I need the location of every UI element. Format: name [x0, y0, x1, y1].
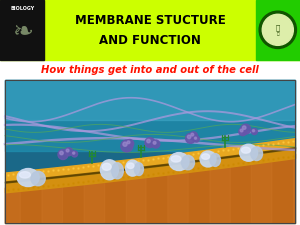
Text: BIOLOGY: BIOLOGY [10, 6, 34, 11]
Ellipse shape [20, 172, 30, 178]
Ellipse shape [126, 160, 140, 176]
Circle shape [73, 152, 75, 154]
Circle shape [187, 135, 191, 139]
Ellipse shape [17, 169, 39, 187]
Bar [5, 80, 295, 223]
Circle shape [194, 136, 200, 142]
Circle shape [145, 137, 155, 148]
Circle shape [251, 128, 257, 135]
Circle shape [147, 139, 150, 143]
Circle shape [239, 128, 247, 136]
Bar [5, 80, 295, 223]
Ellipse shape [134, 163, 143, 176]
Bar [256, 0, 300, 60]
Circle shape [60, 151, 63, 155]
Circle shape [153, 142, 156, 144]
Ellipse shape [112, 163, 123, 179]
Circle shape [242, 126, 246, 129]
Circle shape [121, 140, 133, 152]
Text: MEMBRANE STUCTURE: MEMBRANE STUCTURE [75, 14, 225, 27]
Circle shape [194, 137, 196, 139]
Ellipse shape [100, 160, 118, 180]
Ellipse shape [102, 163, 111, 170]
Ellipse shape [242, 147, 250, 153]
Bar [0, 0, 44, 60]
Ellipse shape [251, 147, 262, 160]
Text: ⬛: ⬛ [277, 32, 279, 36]
Ellipse shape [169, 153, 189, 171]
Ellipse shape [182, 155, 194, 170]
Circle shape [65, 148, 73, 156]
Circle shape [190, 132, 197, 140]
Ellipse shape [240, 144, 258, 161]
Text: 🔱: 🔱 [276, 25, 280, 31]
Circle shape [191, 133, 194, 136]
Bar [5, 80, 295, 151]
Circle shape [126, 140, 134, 148]
Bar [5, 80, 295, 120]
Circle shape [253, 130, 255, 132]
Ellipse shape [31, 171, 45, 186]
Circle shape [72, 151, 78, 157]
Circle shape [152, 140, 160, 148]
Ellipse shape [210, 154, 220, 166]
Circle shape [127, 141, 130, 144]
Text: How things get into and out of the cell: How things get into and out of the cell [41, 65, 259, 75]
Text: AND FUNCTION: AND FUNCTION [99, 34, 201, 47]
Circle shape [123, 142, 127, 146]
Circle shape [241, 124, 251, 134]
Ellipse shape [127, 163, 134, 169]
Circle shape [262, 14, 293, 45]
Circle shape [186, 133, 196, 143]
Circle shape [66, 149, 69, 152]
Circle shape [259, 11, 296, 48]
Text: ❧: ❧ [12, 20, 33, 44]
Ellipse shape [171, 156, 181, 162]
Circle shape [240, 129, 243, 132]
Bar [0, 0, 300, 60]
Ellipse shape [202, 154, 210, 159]
Ellipse shape [200, 151, 216, 167]
Circle shape [58, 150, 68, 160]
